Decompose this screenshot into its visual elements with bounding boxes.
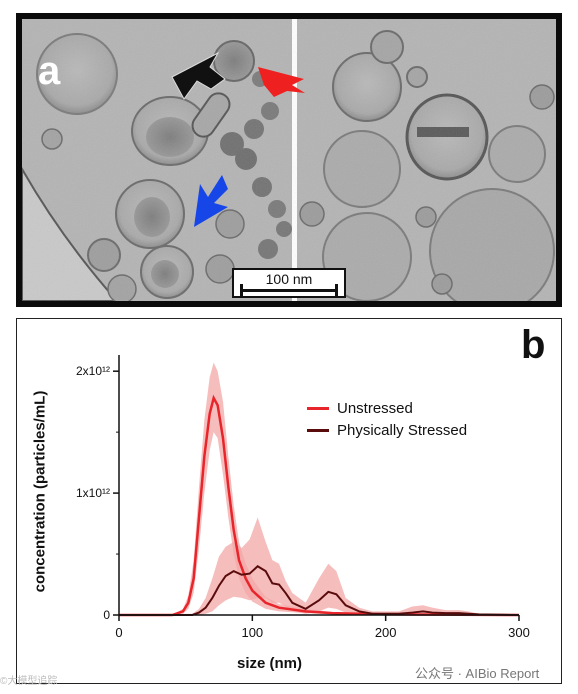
unstressed-error-band — [119, 362, 519, 615]
scale-bar-line — [240, 289, 338, 292]
blue-arrow-icon — [194, 175, 228, 227]
x-axis-label: size (nm) — [237, 655, 303, 672]
stressed-error-band — [119, 517, 519, 615]
scale-bar-label: 100 nm — [265, 271, 313, 287]
micrograph-drawing — [22, 19, 556, 301]
watermark: 公众号 · AIBio Report — [415, 666, 540, 681]
y-tick-label: 1x10¹² — [76, 486, 110, 500]
x-tick-label: 200 — [375, 625, 397, 640]
series-line-unstressed — [119, 394, 520, 617]
corner-watermark: ©大模型追踪 — [0, 676, 58, 687]
micrograph-image — [22, 19, 556, 301]
x-tick-label: 0 — [115, 625, 122, 640]
y-tick-label: 0 — [103, 608, 110, 622]
micrograph-panel: a 100 nm — [16, 13, 562, 307]
legend-label-unstressed: Unstressed — [337, 399, 413, 417]
red-arrow-icon — [258, 67, 305, 97]
legend-swatch-unstressed — [307, 406, 329, 410]
chart-panel: 0 100 200 300 0 1x10¹² 2x10¹² b concentration … — [16, 318, 562, 684]
legend-label-stressed: Physically Stressed — [337, 421, 468, 439]
legend-item-stressed: Physically Stressed — [307, 419, 467, 441]
y-tick-label: 2x10¹² — [76, 364, 110, 378]
legend-swatch-stressed — [307, 428, 329, 432]
legend-item-unstressed: Unstressed — [307, 397, 467, 419]
x-tick-label: 100 — [241, 625, 263, 640]
x-tick-label: 300 — [508, 625, 530, 640]
series-line-stressed — [119, 564, 520, 616]
black-arrow-icon — [171, 51, 226, 100]
scale-bar: 100 nm — [232, 268, 346, 298]
chart-legend: Unstressed Physically Stressed — [307, 397, 467, 441]
scale-bar-tick-left — [240, 284, 243, 296]
y-axis-label: concentration (particles/mL) — [31, 390, 49, 593]
panel-a-letter: a — [38, 49, 61, 93]
panel-b-letter: b — [521, 323, 546, 367]
size-distribution-chart: 0 100 200 300 0 1x10¹² 2x10¹² — [76, 355, 530, 640]
scale-bar-tick-right — [335, 284, 338, 296]
